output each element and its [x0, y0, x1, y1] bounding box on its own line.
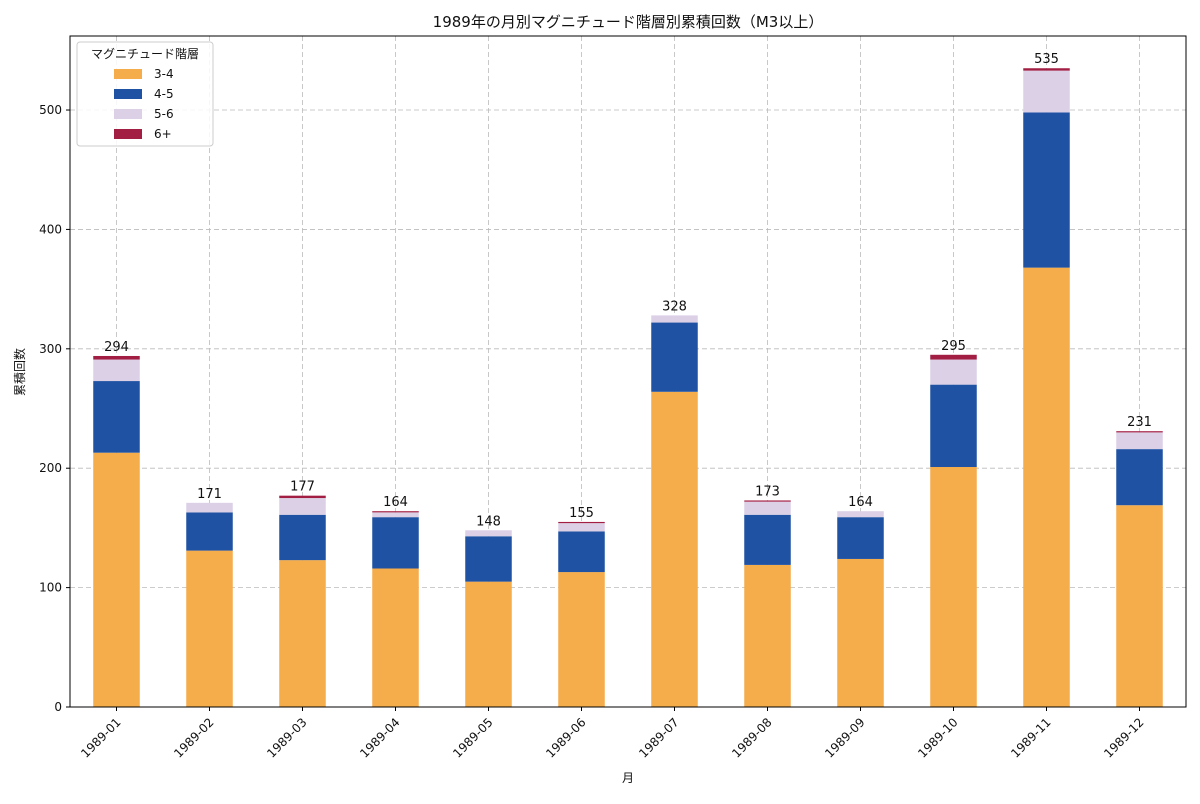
- bar-segment-6+: [1023, 68, 1070, 71]
- x-tick-label: 1989-03: [264, 715, 309, 760]
- bar-segment-5-6: [651, 315, 698, 323]
- legend-swatch-4-5: [114, 89, 142, 99]
- bar-segment-3-4: [558, 572, 605, 707]
- y-axis-label: 累積回数: [12, 348, 27, 396]
- grid: [70, 36, 1186, 708]
- bar-segment-5-6: [1023, 70, 1070, 113]
- bar-segment-6+: [558, 521, 605, 524]
- bar-segment-4-5: [558, 531, 605, 573]
- bar-segment-3-4: [930, 467, 977, 707]
- bar-segment-3-4: [1116, 505, 1163, 707]
- bar-segment-3-4: [465, 581, 512, 707]
- total-label: 173: [755, 484, 780, 499]
- total-label: 231: [1127, 415, 1152, 430]
- total-label: 155: [569, 506, 594, 521]
- bar-segment-4-5: [744, 514, 791, 565]
- bar-segment-5-6: [93, 359, 140, 382]
- bar-segment-3-4: [279, 560, 326, 707]
- x-tick-label: 1989-12: [1101, 715, 1146, 760]
- bar-segment-4-5: [651, 322, 698, 392]
- bar-segment-3-4: [93, 452, 140, 707]
- x-tick-label: 1989-11: [1008, 715, 1053, 760]
- bar-segment-4-5: [93, 381, 140, 453]
- bar-segment-4-5: [279, 514, 326, 561]
- bar-segment-3-4: [744, 564, 791, 707]
- bar-segment-4-5: [465, 536, 512, 582]
- bar-segment-6+: [372, 511, 419, 513]
- bar-segment-5-6: [372, 512, 419, 518]
- bar-segment-6+: [744, 500, 791, 502]
- total-labels: 294 171 177 164 148 155 328 173 164 295 535 231: [104, 52, 1152, 529]
- bar-segment-4-5: [1116, 449, 1163, 506]
- legend-swatch-5-6: [114, 109, 142, 119]
- bar-segment-6+: [1116, 431, 1163, 433]
- bar-segment-4-5: [930, 384, 977, 468]
- bar-segment-4-5: [186, 512, 233, 551]
- bar-segment-6+: [930, 354, 977, 360]
- bar-segment-5-6: [186, 502, 233, 513]
- bar-segment-3-4: [372, 568, 419, 707]
- bar-segment-5-6: [558, 523, 605, 532]
- x-tick-label: 1989-09: [822, 715, 867, 760]
- total-label: 328: [662, 299, 687, 314]
- chart-title: 1989年の月別マグニチュード階層別累積回数（M3以上）: [433, 13, 824, 31]
- total-label: 294: [104, 340, 129, 355]
- bar-segment-5-6: [279, 498, 326, 515]
- x-axis-label: 月: [622, 771, 634, 785]
- bar-segment-3-4: [1023, 267, 1070, 707]
- legend-label: 3-4: [154, 67, 174, 81]
- bar-segment-5-6: [1116, 432, 1163, 450]
- legend-label: 6+: [154, 127, 172, 141]
- y-tick-label: 200: [39, 461, 62, 475]
- x-tick-label: 1989-01: [78, 715, 123, 760]
- total-label: 164: [848, 495, 873, 510]
- total-label: 171: [197, 487, 222, 502]
- y-tick-label: 500: [39, 103, 62, 117]
- bar-segment-6+: [93, 355, 140, 360]
- x-tick-label: 1989-07: [636, 715, 681, 760]
- plot-frame: [69, 35, 1187, 708]
- y-tick-label: 300: [39, 342, 62, 356]
- bar-segment-5-6: [744, 501, 791, 515]
- legend: マグニチュード階層 3-4 4-5 5-6 6+: [76, 41, 214, 147]
- legend-label: 4-5: [154, 87, 174, 101]
- x-tick-label: 1989-10: [915, 715, 960, 760]
- x-tick-label: 1989-08: [729, 715, 774, 760]
- legend-label: 5-6: [154, 107, 174, 121]
- total-label: 177: [290, 480, 315, 495]
- legend-swatch-6+: [114, 129, 142, 139]
- legend-title: マグニチュード階層: [91, 46, 199, 61]
- bar-segment-4-5: [837, 517, 884, 559]
- x-tick-label: 1989-05: [450, 715, 495, 760]
- bar-segment-5-6: [465, 530, 512, 537]
- bar-segment-4-5: [1023, 112, 1070, 268]
- legend-swatch-3-4: [114, 69, 142, 79]
- bar-segment-4-5: [372, 517, 419, 569]
- bar-segment-3-4: [837, 558, 884, 707]
- total-label: 535: [1034, 52, 1059, 67]
- total-label: 295: [941, 339, 966, 354]
- bars: [93, 68, 1163, 707]
- bar-segment-6+: [279, 495, 326, 499]
- y-tick-label: 0: [54, 700, 62, 714]
- x-tick-label: 1989-02: [171, 715, 216, 760]
- total-label: 164: [383, 495, 408, 510]
- legend-box: [76, 41, 214, 147]
- x-tick-label: 1989-04: [357, 715, 402, 760]
- total-label: 148: [476, 514, 501, 529]
- bar-segment-3-4: [651, 391, 698, 707]
- bar-segment-5-6: [930, 359, 977, 385]
- bar-segment-5-6: [837, 511, 884, 518]
- x-tick-label: 1989-06: [543, 715, 588, 760]
- y-tick-label: 400: [39, 222, 62, 236]
- bar-segment-3-4: [186, 550, 233, 707]
- y-tick-label: 100: [39, 581, 62, 595]
